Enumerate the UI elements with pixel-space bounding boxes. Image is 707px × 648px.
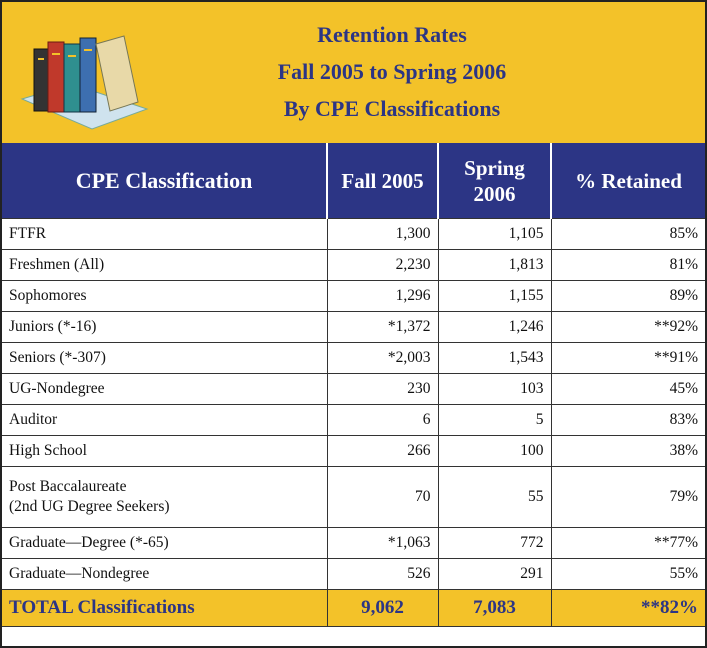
cell: 230 <box>327 374 438 405</box>
cell: TOTAL Classifications <box>2 590 327 627</box>
cell: 291 <box>438 559 551 590</box>
cell-line: Post Baccalaureate <box>9 477 320 497</box>
cell: **91% <box>551 343 705 374</box>
cell: Graduate—Degree (*-65) <box>2 528 327 559</box>
cell: Graduate—Nondegree <box>2 559 327 590</box>
column-header: CPE Classification <box>2 143 327 219</box>
table-row: Post Baccalaureate(2nd UG Degree Seekers… <box>2 467 705 528</box>
cell: 85% <box>551 219 705 250</box>
cell: FTFR <box>2 219 327 250</box>
cell: 89% <box>551 281 705 312</box>
cell: 7,083 <box>438 590 551 627</box>
cell: Seniors (*-307) <box>2 343 327 374</box>
title-line: Retention Rates <box>162 16 622 53</box>
cell: *1,372 <box>327 312 438 343</box>
cell: UG-Nondegree <box>2 374 327 405</box>
cell: 772 <box>438 528 551 559</box>
cell: Post Baccalaureate(2nd UG Degree Seekers… <box>2 467 327 528</box>
cell: Juniors (*-16) <box>2 312 327 343</box>
books-icon <box>12 14 152 134</box>
cell: 5 <box>438 405 551 436</box>
cell-line: (2nd UG Degree Seekers) <box>9 497 320 517</box>
cell: 1,296 <box>327 281 438 312</box>
cell: 38% <box>551 436 705 467</box>
cell: **82% <box>551 590 705 627</box>
cell: 83% <box>551 405 705 436</box>
cell: 9,062 <box>327 590 438 627</box>
column-header: Fall 2005 <box>327 143 438 219</box>
cell: 1,543 <box>438 343 551 374</box>
cell: 55 <box>438 467 551 528</box>
cell: 81% <box>551 250 705 281</box>
cell: *1,063 <box>327 528 438 559</box>
cell: 1,813 <box>438 250 551 281</box>
cell: *2,003 <box>327 343 438 374</box>
cell: 103 <box>438 374 551 405</box>
cell: Auditor <box>2 405 327 436</box>
page: Retention RatesFall 2005 to Spring 2006B… <box>0 0 707 648</box>
cell: 45% <box>551 374 705 405</box>
cell: 79% <box>551 467 705 528</box>
cell: High School <box>2 436 327 467</box>
cell: 100 <box>438 436 551 467</box>
cell: 1,155 <box>438 281 551 312</box>
cell: **92% <box>551 312 705 343</box>
cell: 1,300 <box>327 219 438 250</box>
cell: Sophomores <box>2 281 327 312</box>
cell: 526 <box>327 559 438 590</box>
title-line: Fall 2005 to Spring 2006 <box>162 53 622 90</box>
cell: Freshmen (All) <box>2 250 327 281</box>
cell: 70 <box>327 467 438 528</box>
cell: 2,230 <box>327 250 438 281</box>
cell: 1,246 <box>438 312 551 343</box>
cell: 6 <box>327 405 438 436</box>
cell: 1,105 <box>438 219 551 250</box>
cell: 55% <box>551 559 705 590</box>
cell: 266 <box>327 436 438 467</box>
title-line: By CPE Classifications <box>162 90 622 127</box>
column-header: Spring 2006 <box>438 143 551 219</box>
column-header: % Retained <box>551 143 705 219</box>
cell: **77% <box>551 528 705 559</box>
